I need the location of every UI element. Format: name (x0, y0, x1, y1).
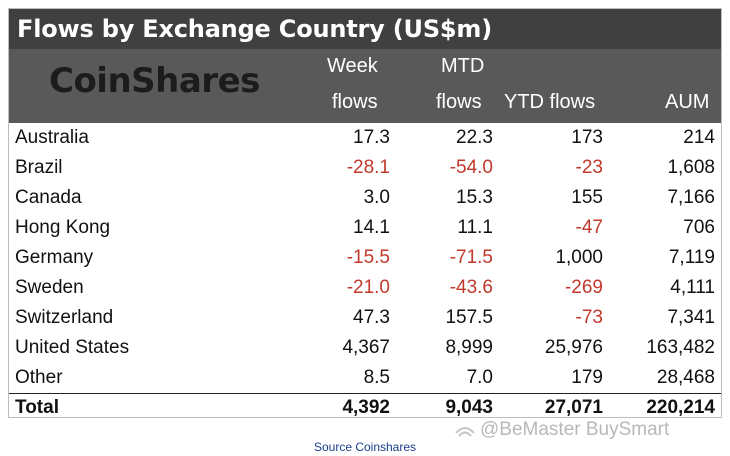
aum-cell: 706 (683, 217, 715, 238)
aum-cell: 220,214 (646, 397, 715, 418)
ytd-flows-cell: 1,000 (555, 247, 603, 268)
ytd-flows-cell: 173 (571, 127, 603, 148)
watermark: @BeMaster BuySmart (454, 419, 669, 441)
watermark-logo-icon (455, 426, 475, 437)
table-row: Sweden -21.0 -43.6 -269 4,111 (9, 273, 721, 303)
total-label: Total (15, 397, 59, 418)
week-flows-cell: -21.0 (346, 277, 390, 298)
header-week-top: Week (327, 55, 378, 77)
table-title: Flows by Exchange Country (US$m) (9, 9, 721, 49)
ytd-flows-cell: -47 (575, 217, 603, 238)
aum-cell: 28,468 (656, 367, 715, 388)
ytd-flows-cell: 25,976 (544, 337, 603, 358)
country-cell: Canada (15, 187, 82, 208)
header-ytd: YTD flows (504, 91, 596, 113)
week-flows-cell: 14.1 (353, 217, 390, 238)
week-flows-cell: 4,392 (342, 397, 390, 418)
flows-table-card: Flows by Exchange Country (US$m) CoinSha… (8, 8, 722, 418)
header-week-bottom: flows (332, 91, 378, 113)
week-flows-cell: 4,367 (342, 337, 390, 358)
table-row: Switzerland 47.3 157.5 -73 7,341 (9, 303, 721, 333)
ytd-flows-cell: -73 (575, 307, 603, 328)
mtd-flows-cell: 157.5 (445, 307, 493, 328)
week-flows-cell: -15.5 (346, 247, 390, 268)
ytd-flows-cell: 179 (571, 367, 603, 388)
total-row: Total 4,392 9,043 27,071 220,214 (9, 393, 721, 423)
table-row: Hong Kong 14.1 11.1 -47 706 (9, 213, 721, 243)
week-flows-cell: 8.5 (363, 367, 390, 388)
mtd-flows-cell: -54.0 (449, 157, 493, 178)
header-mtd-bottom: flows (436, 91, 482, 113)
aum-cell: 7,341 (667, 307, 715, 328)
mtd-flows-cell: 8,999 (445, 337, 493, 358)
watermark-text: @BeMaster BuySmart (480, 419, 670, 440)
aum-cell: 7,119 (668, 247, 715, 268)
total-divider (9, 393, 721, 394)
week-flows-cell: 17.3 (353, 127, 390, 148)
table-row: United States 4,367 8,999 25,976 163,482 (9, 333, 721, 363)
table-row: Other 8.5 7.0 179 28,468 (9, 363, 721, 393)
mtd-flows-cell: 22.3 (456, 127, 493, 148)
mtd-flows-cell: 15.3 (456, 187, 493, 208)
country-cell: Australia (15, 127, 89, 148)
source-caption: Source Coinshares (313, 440, 417, 454)
aum-cell: 214 (683, 127, 715, 148)
week-flows-cell: 47.3 (353, 307, 390, 328)
table-row: Canada 3.0 15.3 155 7,166 (9, 183, 721, 213)
week-flows-cell: 3.0 (363, 187, 390, 208)
coinshares-logo: CoinShares (49, 61, 260, 101)
header-aum: AUM (665, 91, 710, 113)
country-cell: Switzerland (15, 307, 114, 328)
country-cell: Brazil (15, 157, 63, 178)
table-row: Australia 17.3 22.3 173 214 (9, 123, 721, 153)
ytd-flows-cell: -23 (575, 157, 603, 178)
mtd-flows-cell: -43.6 (449, 277, 493, 298)
ytd-flows-cell: 155 (571, 187, 603, 208)
week-flows-cell: -28.1 (346, 157, 390, 178)
table-header: CoinShares Week flows MTD flows YTD flow… (9, 49, 721, 123)
country-cell: United States (15, 337, 130, 358)
table-row: Germany -15.5 -71.5 1,000 7,119 (9, 243, 721, 273)
country-cell: Other (15, 367, 63, 388)
mtd-flows-cell: 7.0 (466, 367, 493, 388)
aum-cell: 7,166 (667, 187, 715, 208)
header-mtd-top: MTD (441, 55, 485, 77)
country-cell: Hong Kong (15, 217, 111, 238)
mtd-flows-cell: 11.1 (457, 217, 493, 238)
mtd-flows-cell: 9,043 (445, 397, 493, 418)
ytd-flows-cell: -269 (564, 277, 603, 298)
aum-cell: 4,111 (670, 277, 715, 298)
mtd-flows-cell: -71.5 (449, 247, 493, 268)
aum-cell: 163,482 (646, 337, 715, 358)
table-row: Brazil -28.1 -54.0 -23 1,608 (9, 153, 721, 183)
country-cell: Sweden (15, 277, 84, 298)
country-cell: Germany (15, 247, 94, 268)
ytd-flows-cell: 27,071 (544, 397, 603, 418)
aum-cell: 1,608 (667, 157, 715, 178)
